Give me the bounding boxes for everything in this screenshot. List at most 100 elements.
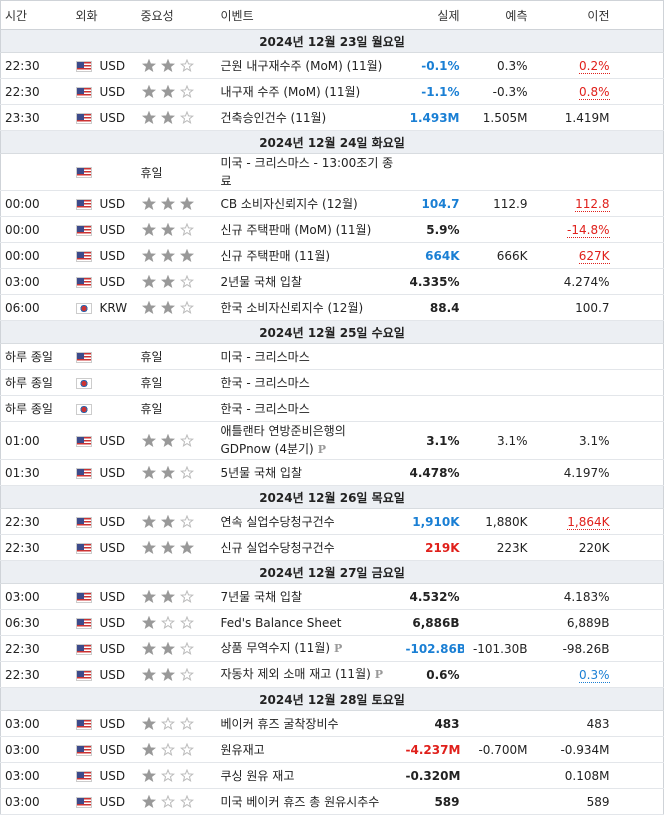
time: 하루 종일	[5, 350, 53, 364]
previous-cell: 3.1%	[531, 421, 614, 460]
importance-cell	[136, 661, 217, 688]
time: 03:00	[5, 742, 40, 757]
importance-stars	[141, 540, 194, 554]
previous: -98.26B	[562, 641, 610, 656]
star	[160, 274, 175, 288]
event-row: 03:00 USD 베이커 휴즈 굴착장비수 483 483	[0, 710, 664, 737]
event-row: 22:30 USD 연속 실업수당청구건수 1,910K 1,880K 1,864K	[0, 508, 664, 535]
time-cell: 03:00	[0, 736, 72, 763]
time-cell: 23:30	[0, 104, 72, 131]
actual-cell: 6,886B	[401, 609, 464, 636]
time: 03:00	[5, 589, 40, 604]
time: 01:30	[5, 465, 40, 480]
actual-cell: 219K	[401, 534, 464, 561]
actual: 88.4	[429, 300, 460, 315]
time-cell: 03:00	[0, 710, 72, 737]
previous: 0.108M	[564, 768, 610, 783]
day-label: 2024년 12월 26일 목요일	[0, 485, 664, 509]
day-row: 2024년 12월 25일 수요일	[0, 320, 664, 344]
star	[160, 589, 175, 603]
star	[141, 768, 156, 782]
previous-cell: 1.419M	[531, 104, 614, 131]
forecast-cell: -0.3%	[463, 78, 532, 105]
actual-cell: -1.1%	[401, 78, 464, 105]
actual-cell: -4.237M	[401, 736, 464, 763]
star	[179, 300, 194, 314]
time-cell: 01:30	[0, 459, 72, 486]
forecast: 1,880K	[485, 514, 528, 529]
importance-cell	[136, 635, 217, 662]
currency: USD	[99, 433, 126, 448]
event-cell: 애틀랜타 연방준비은행의 GDPnow (4분기) P	[216, 421, 402, 460]
event-cell: 한국 - 크리스마스	[216, 395, 402, 422]
event-name: 한국 - 크리스마스	[220, 401, 310, 416]
actual: 4.335%	[409, 274, 460, 289]
star	[141, 274, 156, 288]
importance-stars	[141, 667, 194, 681]
actual: 1,910K	[412, 514, 460, 529]
actual-cell: 589	[401, 788, 464, 815]
time: 하루 종일	[5, 402, 53, 416]
time-cell: 하루 종일	[0, 369, 72, 396]
time-cell: 03:00	[0, 762, 72, 789]
previous-cell: 0.8%	[531, 78, 614, 105]
actual-cell: 104.7	[401, 190, 464, 217]
event-row: 06:00 KRW 한국 소비자신뢰지수 (12월) 88.4 100.7	[0, 294, 664, 321]
star	[141, 300, 156, 314]
filler-cell	[613, 343, 664, 370]
star	[141, 248, 156, 262]
time-cell: 00:00	[0, 190, 72, 217]
currency-cell: USD	[71, 268, 137, 295]
star	[160, 300, 175, 314]
event-name: Fed's Balance Sheet	[220, 615, 342, 630]
importance-cell: 휴일	[136, 343, 217, 370]
time: 00:00	[5, 248, 40, 263]
previous: 483	[586, 716, 610, 731]
actual-cell	[401, 369, 464, 396]
flag-icon	[75, 591, 92, 603]
filler-cell	[613, 762, 664, 789]
event-cell: 내구재 수주 (MoM) (11월)	[216, 78, 402, 105]
star	[160, 540, 175, 554]
currency-cell	[71, 153, 137, 191]
filler-cell	[613, 459, 664, 486]
importance-cell	[136, 710, 217, 737]
actual-cell	[401, 395, 464, 422]
actual: 3.1%	[426, 433, 460, 448]
actual: -1.1%	[421, 84, 460, 99]
event-name: 미국 베이커 휴즈 총 원유시추수	[220, 794, 380, 809]
event-row: 22:30 USD 신규 실업수당청구건수 219K 223K 220K	[0, 534, 664, 561]
actual-cell: -0.320M	[401, 762, 464, 789]
time-cell: 하루 종일	[0, 395, 72, 422]
currency: USD	[99, 742, 126, 757]
currency-cell: USD	[71, 661, 137, 688]
event-cell: 근원 내구재수주 (MoM) (11월)	[216, 52, 402, 79]
forecast-cell: -0.700M	[463, 736, 532, 763]
event-name: 신규 실업수당청구건수	[220, 540, 335, 555]
time-cell: 00:00	[0, 216, 72, 243]
previous-cell	[531, 395, 614, 422]
forecast: 112.9	[493, 196, 528, 211]
event-row: 하루 종일 휴일 한국 - 크리스마스	[0, 369, 664, 396]
actual-cell: 5.9%	[401, 216, 464, 243]
forecast-cell	[463, 710, 532, 737]
day-row: 2024년 12월 23일 월요일	[0, 29, 664, 53]
importance-stars	[141, 615, 194, 629]
importance-cell: 휴일	[136, 153, 217, 191]
table-body: 2024년 12월 23일 월요일 22:30 USD 근원 내구재수주 (MoM) …	[0, 29, 664, 815]
actual: 664K	[425, 248, 460, 263]
event-row: 22:30 USD 근원 내구재수주 (MoM) (11월) -0.1% 0.3% 0.2…	[0, 52, 664, 79]
star	[179, 768, 194, 782]
event-row: 00:00 USD 신규 주택판매 (11월) 664K 666K 627K	[0, 242, 664, 269]
importance-cell	[136, 216, 217, 243]
previous: 220K	[578, 540, 610, 555]
currency-cell: USD	[71, 609, 137, 636]
forecast-cell	[463, 294, 532, 321]
event-cell: 7년물 국채 입찰	[216, 583, 402, 610]
day-row: 2024년 12월 28일 토요일	[0, 687, 664, 711]
star	[160, 110, 175, 124]
importance-stars	[141, 300, 194, 314]
filler-cell	[613, 216, 664, 243]
previous: 112.8	[575, 196, 610, 212]
event-cell: 신규 실업수당청구건수	[216, 534, 402, 561]
